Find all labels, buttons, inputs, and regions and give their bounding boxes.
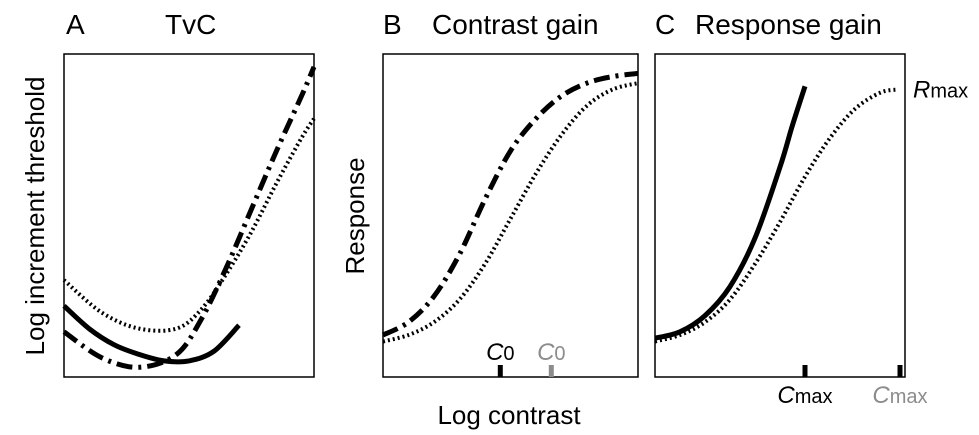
panel-b-letter: B <box>383 9 402 40</box>
panel-b-y-axis-label: Response <box>340 157 370 274</box>
c0-symbol: C <box>486 339 504 366</box>
panel-b-c0-label-1: C0 <box>486 339 514 366</box>
panel-c-series-solid-line <box>654 85 808 341</box>
panel-c-cmax-label-1: Cmax <box>777 382 832 409</box>
panel-c-frame <box>654 53 906 378</box>
x-axis-label: Log contrast <box>437 400 581 430</box>
panel-c-series-dotted-line <box>654 87 898 344</box>
panel-c-title: Response gain <box>695 9 882 40</box>
panel-a-frame <box>63 53 315 378</box>
panel-b-series-dotted-line <box>382 81 639 344</box>
panel-c-letter: C <box>655 9 675 40</box>
panel-a-letter: A <box>66 9 85 40</box>
panel-b-frame <box>382 53 639 378</box>
panel-a-series-solid-line <box>62 304 241 365</box>
cmax-symbol: C <box>777 382 795 409</box>
c0-subscript: 0 <box>503 343 514 365</box>
c0-symbol: C <box>537 339 555 366</box>
panel-c-rmax-label: Rmax <box>913 77 968 104</box>
rmax-symbol: R <box>913 77 930 104</box>
panel-a-series-dotted-line <box>62 117 316 333</box>
series-layer <box>62 65 898 370</box>
panel-c-cmax-label-2: Cmax <box>872 382 927 409</box>
panel-a-title: TvC <box>165 9 216 40</box>
rmax-subscript: max <box>930 81 968 103</box>
cmax-symbol: C <box>872 382 890 409</box>
panel-a-series-dash-dot-line <box>62 65 317 370</box>
panel-a-y-axis-label: Log increment threshold <box>20 77 50 356</box>
c0-subscript: 0 <box>554 343 565 365</box>
panel-b-c0-label-2: C0 <box>537 339 565 366</box>
panel-b-title: Contrast gain <box>432 9 599 40</box>
cmax-subscript: max <box>890 386 928 408</box>
panel-b-series-dash-dot-line <box>381 70 639 338</box>
cmax-subscript: max <box>795 386 833 408</box>
